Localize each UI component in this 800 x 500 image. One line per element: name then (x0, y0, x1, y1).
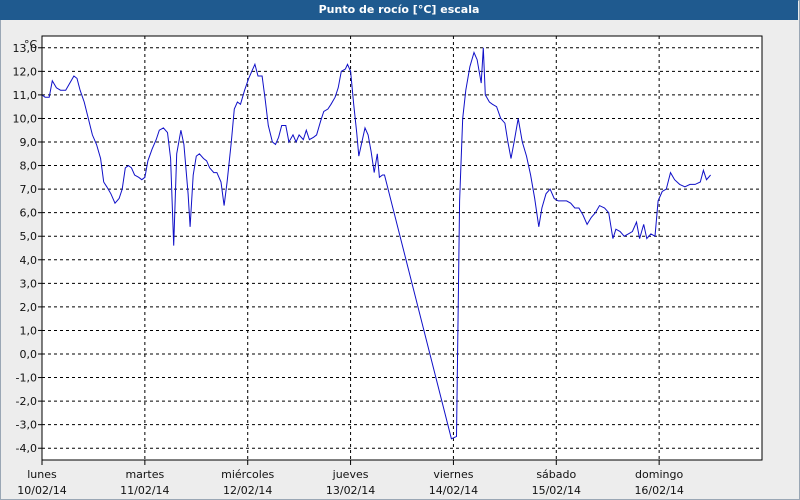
x-tick-day-label: lunes (27, 468, 57, 481)
x-tick-date-label: 12/02/14 (223, 484, 272, 497)
plot-area (42, 36, 762, 460)
y-tick-label: 5,0 (20, 230, 38, 243)
y-tick-label: 11,0 (13, 89, 38, 102)
y-axis-label: °C (24, 38, 38, 51)
y-tick-label: 3,0 (20, 277, 38, 290)
y-tick-label: 1,0 (20, 324, 38, 337)
y-tick-label: 13,0 (13, 42, 38, 55)
y-tick-label: -4,0 (16, 442, 37, 455)
y-tick-label: 6,0 (20, 207, 38, 220)
x-tick-date-label: 15/02/14 (532, 484, 581, 497)
y-tick-label: 10,0 (13, 112, 38, 125)
x-tick-date-label: 10/02/14 (17, 484, 66, 497)
x-tick-day-label: martes (125, 468, 164, 481)
y-tick-label: 7,0 (20, 183, 38, 196)
x-tick-day-label: miércoles (221, 468, 274, 481)
x-tick-date-label: 11/02/14 (120, 484, 169, 497)
y-tick-label: -3,0 (16, 419, 37, 432)
chart-title: Punto de rocío [°C] escala (0, 0, 798, 20)
y-tick-label: 8,0 (20, 160, 38, 173)
x-tick-date-label: 16/02/14 (634, 484, 683, 497)
y-tick-label: -2,0 (16, 395, 37, 408)
series (41, 47, 711, 440)
x-tick-day-label: viernes (433, 468, 473, 481)
x-tick-date-label: 14/02/14 (429, 484, 478, 497)
y-tick-label: 2,0 (20, 301, 38, 314)
dew-point-series-line (41, 47, 711, 440)
x-tick-day-label: domingo (635, 468, 683, 481)
x-axis: lunes 10/02/14 martes 11/02/14 miércoles 12/0… (17, 460, 684, 497)
y-tick-label: -1,0 (16, 372, 37, 385)
x-tick-date-label: 13/02/14 (326, 484, 375, 497)
y-axis: 13,0 12,0 11,0 10,0 9,0 8,0 7,0 6,0 5,0 4,0 3,0 2,0… (13, 42, 42, 455)
y-tick-label: 9,0 (20, 136, 38, 149)
y-tick-label: 0,0 (20, 348, 38, 361)
grid (42, 36, 762, 460)
y-tick-label: 4,0 (20, 254, 38, 267)
y-tick-label: 12,0 (13, 65, 38, 78)
plot-border (41, 35, 763, 461)
x-tick-day-label: jueves (332, 468, 369, 481)
x-tick-day-label: sábado (536, 468, 576, 481)
